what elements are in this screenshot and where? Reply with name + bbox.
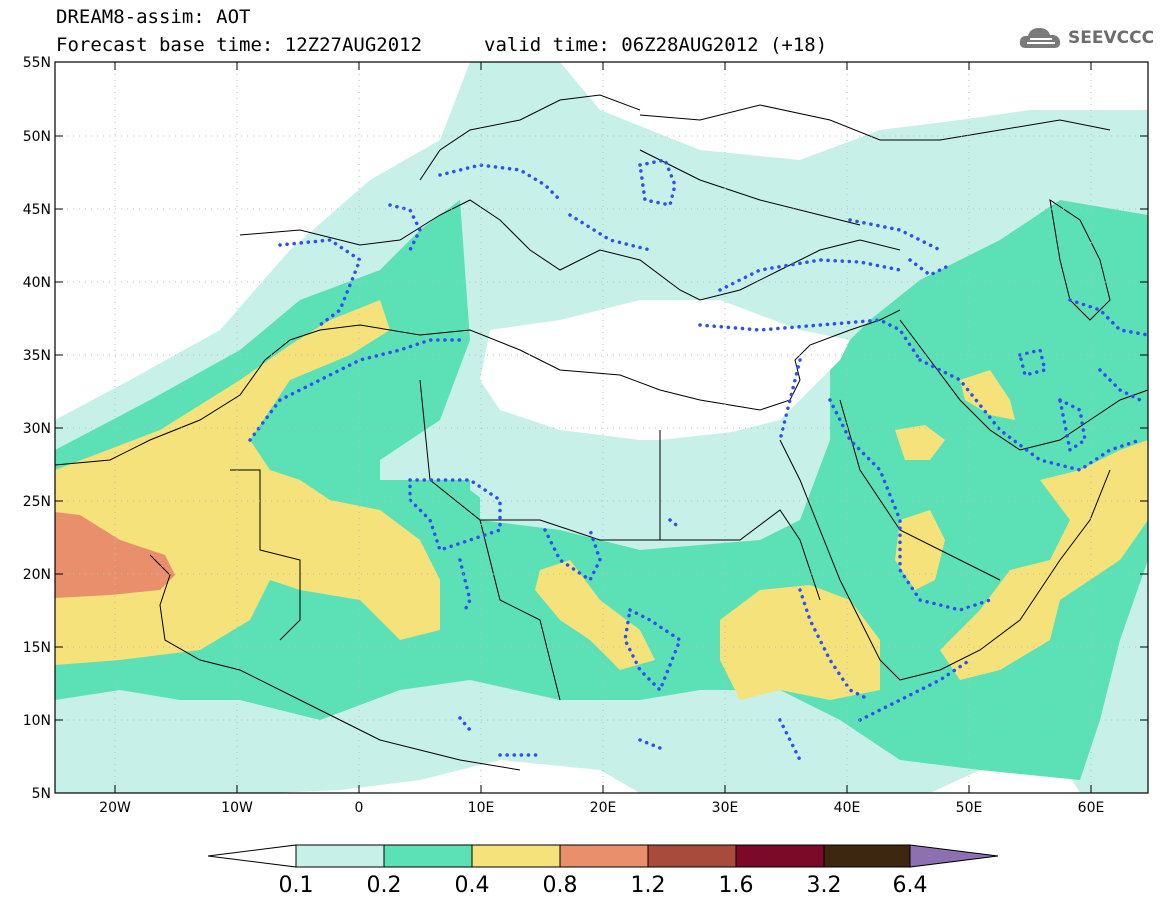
lat-label: 40N <box>23 275 51 291</box>
colorbar-swatch <box>823 844 911 868</box>
lon-label: 30E <box>712 800 739 816</box>
colorbar-swatch <box>735 844 825 868</box>
aot-band-0.4-chad <box>535 560 655 670</box>
colorbar-under-triangle <box>207 844 297 868</box>
colorbar-label: 3.2 <box>807 873 842 898</box>
seevccc-logo: SEEVCCC <box>1018 24 1154 52</box>
aot-dotted-contours <box>248 157 1148 762</box>
lat-label: 30N <box>23 421 51 437</box>
lon-label: 50E <box>956 800 983 816</box>
colorbar-label: 0.2 <box>367 873 402 898</box>
aot-band-0.4-oman <box>940 440 1148 680</box>
aot-band-0.4-iraq <box>960 370 1015 420</box>
colorbar-label: 0.4 <box>455 873 490 898</box>
map-title: DREAM8-assim: AOT <box>56 6 251 28</box>
colorbar <box>207 844 999 868</box>
lat-label: 45N <box>23 202 51 218</box>
lat-label: 20N <box>23 567 51 583</box>
colorbar-label: 1.2 <box>631 873 666 898</box>
lat-label: 15N <box>23 640 51 656</box>
lon-label: 20E <box>590 800 617 816</box>
lat-label: 55N <box>23 55 51 71</box>
valid-time: valid time: 06Z28AUG2012 (+18) <box>484 34 828 56</box>
lat-labels: 55N 50N 45N 40N 35N 30N 25N 20N 15N 10N … <box>23 55 51 802</box>
lat-ticks <box>55 61 1148 794</box>
coastlines <box>55 94 1148 771</box>
graticule <box>55 62 1148 793</box>
lon-label: 10W <box>221 800 253 816</box>
cloud-icon <box>1019 28 1061 48</box>
colorbar-label: 0.8 <box>543 873 578 898</box>
lat-label: 35N <box>23 348 51 364</box>
colorbar-over-triangle <box>909 844 999 868</box>
colorbar-swatch <box>647 844 737 868</box>
lon-label: 40E <box>834 800 861 816</box>
colorbar-swatch <box>383 844 473 868</box>
lat-label: 10N <box>23 713 51 729</box>
colorbar-label: 6.4 <box>893 873 928 898</box>
lat-label: 50N <box>23 129 51 145</box>
forecast-base-time: Forecast base time: 12Z27AUG2012 <box>56 34 423 56</box>
colorbar-label: 0.1 <box>279 873 314 898</box>
colorbar-labels: 0.1 0.2 0.4 0.8 1.2 1.6 3.2 6.4 <box>279 873 928 898</box>
lon-label: 10E <box>468 800 495 816</box>
lon-label: 20W <box>99 800 131 816</box>
colorbar-swatch <box>471 844 561 868</box>
aot-band-0.4-jordan <box>895 425 945 460</box>
aot-band-low-med <box>480 300 850 440</box>
colorbar-swatch <box>559 844 649 868</box>
lon-label: 0 <box>355 800 364 816</box>
aot-band-0.4-sudan <box>720 585 880 700</box>
logo-text: SEEVCCC <box>1068 28 1155 48</box>
aot-band-0.1-egypt <box>470 420 810 530</box>
lon-labels: 20W 10W 0 10E 20E 30E 40E 50E 60E <box>99 800 1104 816</box>
lat-label: 25N <box>23 494 51 510</box>
lon-label: 60E <box>1078 800 1105 816</box>
lat-label: 5N <box>32 786 51 802</box>
colorbar-swatch <box>295 844 385 868</box>
colorbar-label: 1.6 <box>719 873 754 898</box>
aot-band-0.4-arabia <box>895 510 945 590</box>
